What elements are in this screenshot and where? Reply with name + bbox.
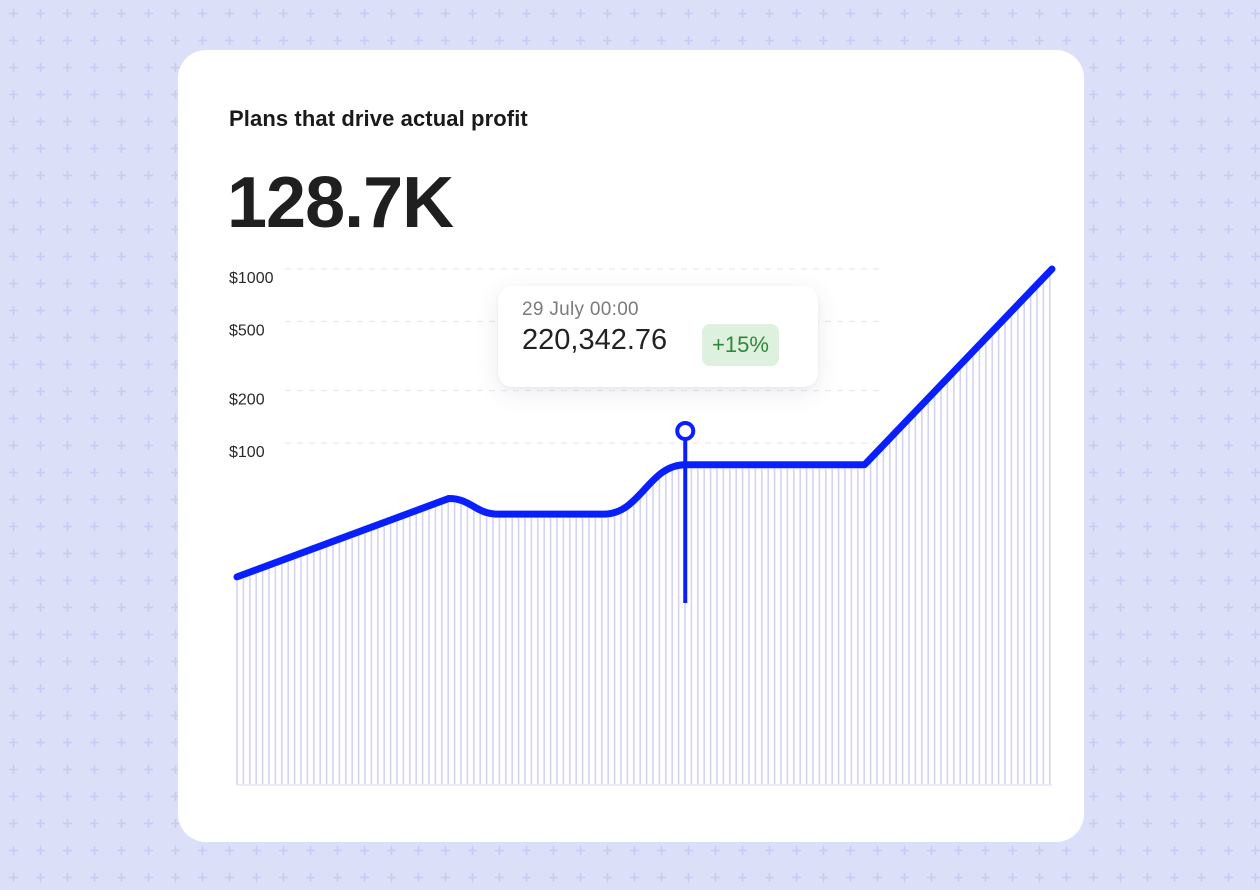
y-tick-label: $1000 — [229, 270, 274, 287]
series-line — [233, 265, 1056, 581]
profit-card: Plans that drive actual profit 128.7K — [178, 50, 1084, 842]
change-badge: +15% — [702, 324, 779, 366]
y-tick-label: $100 — [229, 444, 265, 461]
total-profit-value: 128.7K — [227, 163, 454, 243]
y-tick-label: $200 — [229, 392, 265, 409]
chart-area-stripes — [236, 275, 1052, 786]
data-tooltip: 29 July 00:00 220,342.76 +15% — [498, 286, 818, 387]
hover-marker[interactable] — [675, 420, 696, 603]
card-title: Plans that drive actual profit — [229, 106, 528, 131]
y-tick-label: $500 — [229, 322, 265, 339]
tooltip-value: 220,342.76 — [522, 324, 668, 356]
y-axis-ticks: $1000 $500 $200 $100 — [229, 270, 274, 461]
marker-handle[interactable] — [675, 420, 696, 441]
tooltip-date: 29 July 00:00 — [522, 299, 639, 320]
